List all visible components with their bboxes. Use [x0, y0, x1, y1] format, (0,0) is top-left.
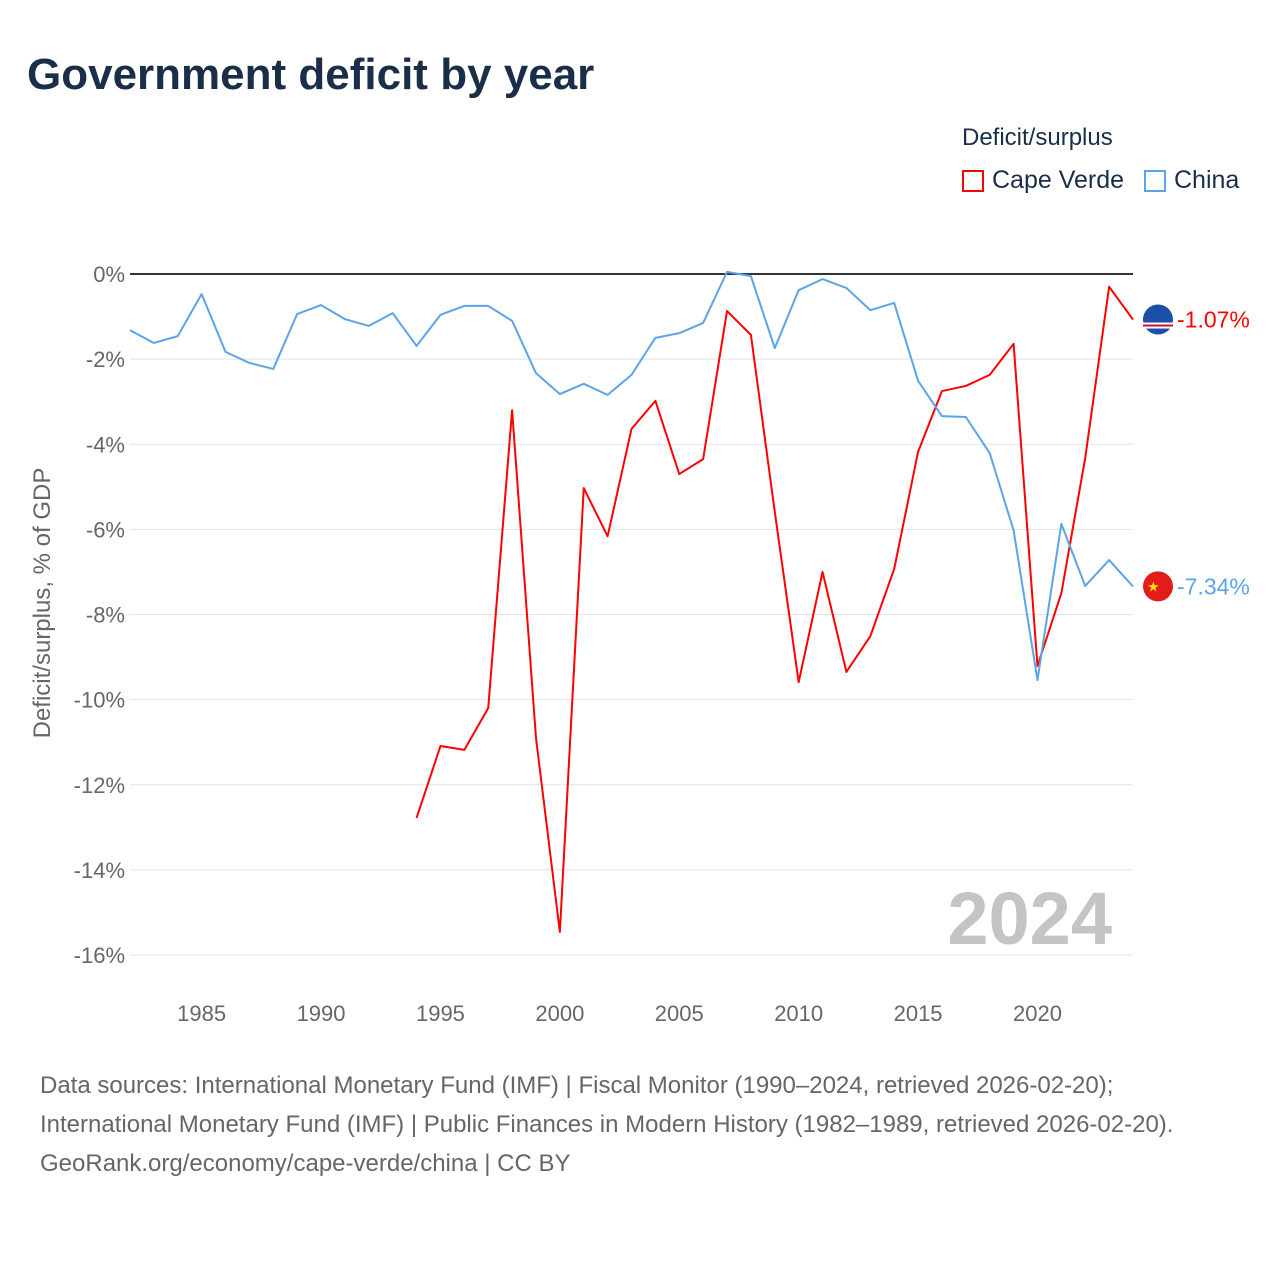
x-tick-label: 1995 [416, 1001, 465, 1026]
x-tick-label: 1985 [177, 1001, 226, 1026]
legend-item-china[interactable]: China [1144, 166, 1239, 195]
y-tick-label: -2% [86, 347, 125, 372]
x-tick-label: 1990 [297, 1001, 346, 1026]
y-tick-label: -16% [74, 943, 125, 968]
data-sources-text: Data sources: International Monetary Fun… [40, 1072, 1174, 1138]
x-tick-label: 2010 [774, 1001, 823, 1026]
cape-verde-flag-icon [1143, 304, 1173, 335]
x-tick-label: 2005 [655, 1001, 704, 1026]
series-line-china[interactable] [129, 270, 1134, 682]
svg-text:★: ★ [1147, 578, 1160, 594]
legend-label: China [1174, 166, 1240, 194]
x-tick-label: 2020 [1013, 1001, 1062, 1026]
y-tick-label: -8% [86, 603, 125, 628]
end-value-label: -7.34% [1177, 573, 1250, 599]
y-tick-label: 0% [93, 262, 125, 287]
y-tick-label: -4% [86, 432, 125, 457]
legend-item-cape-verde[interactable]: Cape Verde [962, 166, 1124, 195]
y-tick-label: -10% [74, 688, 125, 713]
y-tick-label: -6% [86, 517, 125, 542]
y-tick-label: -14% [74, 858, 125, 883]
attribution-link[interactable]: GeoRank.org/economy/cape-verde/china | C… [40, 1150, 571, 1177]
chart-title: Government deficit by year [27, 50, 595, 99]
x-tick-label: 2015 [894, 1001, 943, 1026]
x-tick-label: 2000 [535, 1001, 584, 1026]
year-watermark: 2024 [947, 877, 1112, 960]
china-flag-icon: ★ [1143, 571, 1173, 602]
series-line-cape-verde[interactable] [415, 285, 1134, 934]
end-value-label: -1.07% [1177, 307, 1250, 333]
legend-title: Deficit/surplus [962, 124, 1113, 151]
legend-label: Cape Verde [992, 166, 1125, 194]
sources: Data sources: International Monetary Fun… [40, 1066, 1240, 1183]
y-tick-label: -12% [74, 773, 125, 798]
y-axis-label: Deficit/surplus, % of GDP [29, 468, 56, 739]
legend-swatch [962, 169, 984, 192]
legend-swatch [1144, 169, 1166, 192]
